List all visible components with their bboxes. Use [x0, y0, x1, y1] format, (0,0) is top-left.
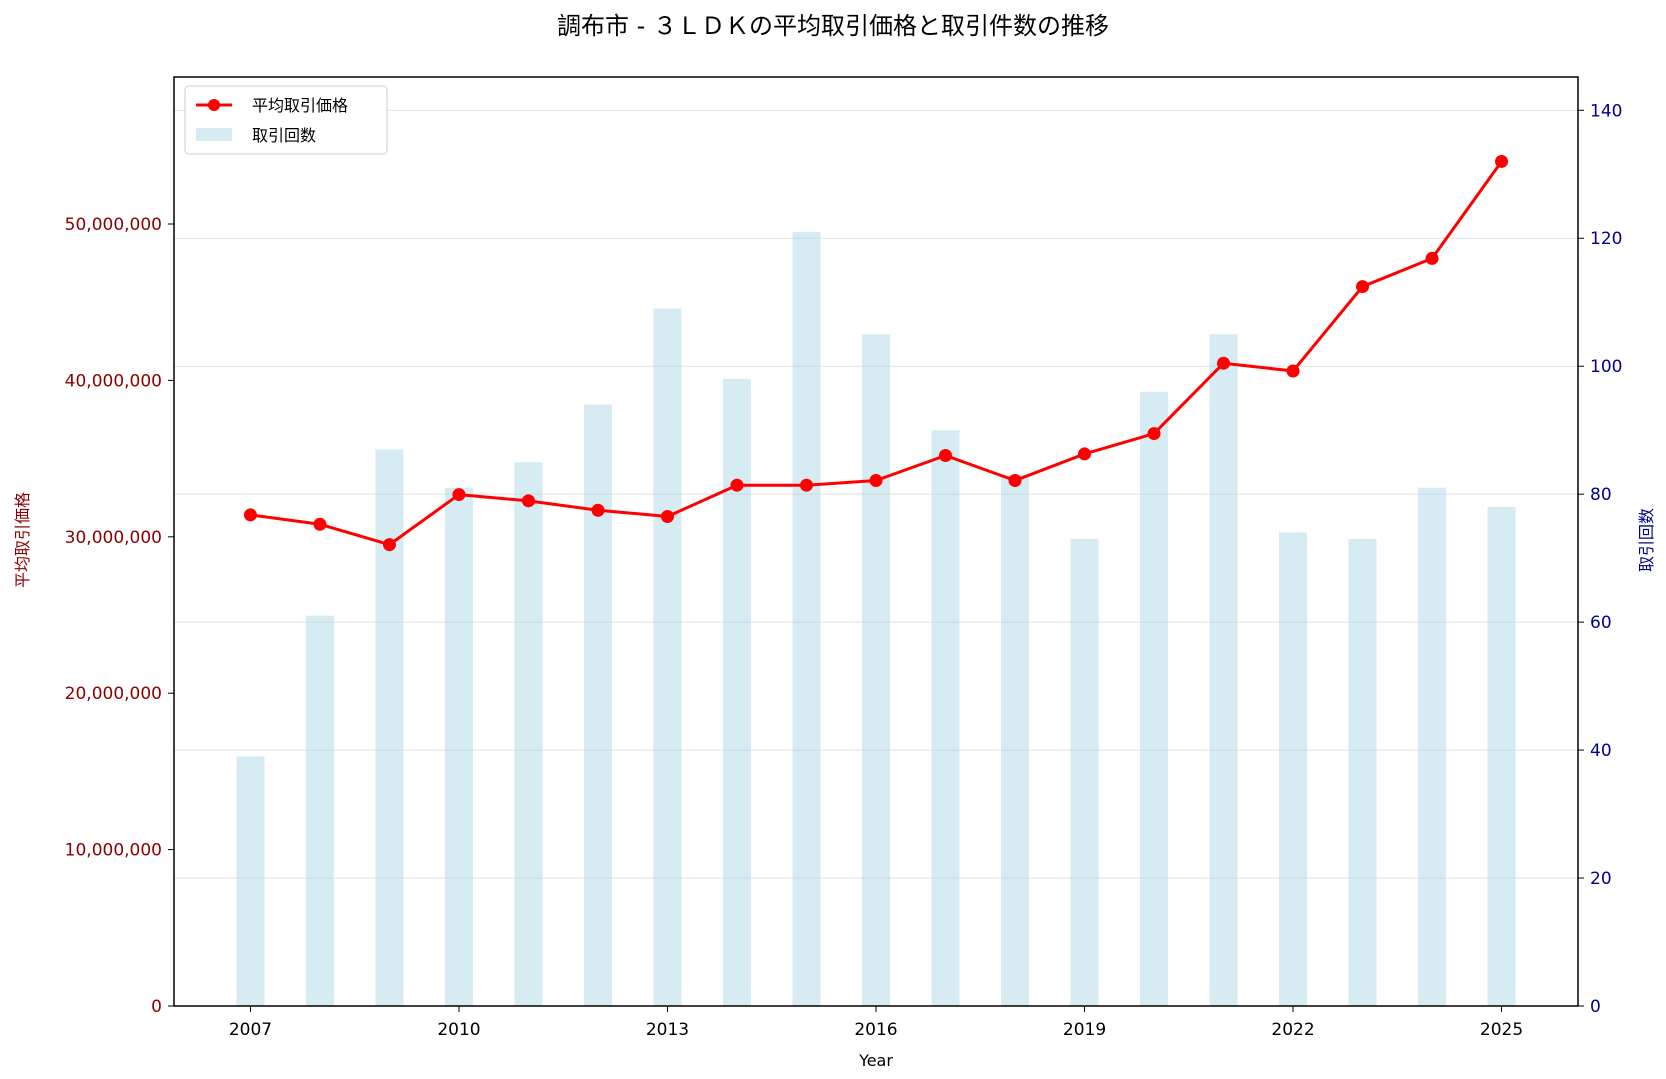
x-tick-label-3: 2016 — [854, 1020, 897, 1040]
bar-2023 — [1348, 538, 1377, 1006]
price-point-2016 — [869, 474, 883, 488]
bar-2025 — [1487, 506, 1516, 1006]
y-right-tick-label-4: 80 — [1590, 485, 1612, 505]
price-point-2014 — [730, 478, 744, 492]
price-point-2019 — [1078, 447, 1092, 461]
legend-label-bar: 取引回数 — [252, 126, 316, 145]
x-tick-label-6: 2025 — [1480, 1020, 1523, 1040]
price-point-2010 — [452, 488, 466, 502]
price-point-2012 — [591, 503, 605, 517]
line-layer — [243, 154, 1509, 552]
price-point-2011 — [521, 494, 535, 508]
legend-label-line: 平均取引価格 — [252, 96, 348, 115]
x-tick-label-5: 2022 — [1271, 1020, 1314, 1040]
y-right-tick-label-0: 0 — [1590, 997, 1601, 1017]
x-axis-label: Year — [858, 1051, 893, 1070]
y-left-tick-label-4: 40,000,000 — [65, 371, 162, 391]
bar-2012 — [583, 404, 612, 1006]
y-left-tick-label-2: 20,000,000 — [65, 684, 162, 704]
price-point-2021 — [1217, 356, 1231, 370]
axes-layer: 0 10,000,000 20,000,000 30,000,000 40,000,00… — [65, 76, 1622, 1040]
y-left-tick-label-1: 10,000,000 — [65, 841, 162, 861]
x-tick-label-1: 2010 — [437, 1020, 480, 1040]
price-point-2020 — [1147, 427, 1161, 441]
y-right-tick-label-1: 20 — [1590, 869, 1612, 889]
bar-2009 — [375, 449, 404, 1006]
y-left-tick-label-3: 30,000,000 — [65, 528, 162, 548]
bar-2014 — [722, 378, 751, 1006]
y-right-tick-label-7: 140 — [1590, 101, 1622, 121]
legend-box — [184, 85, 388, 155]
price-point-2015 — [799, 478, 813, 492]
bar-2019 — [1070, 538, 1099, 1006]
y-right-tick-label-2: 40 — [1590, 741, 1612, 761]
bar-2015 — [792, 231, 821, 1007]
price-point-2009 — [382, 538, 396, 552]
bar-2021 — [1209, 334, 1238, 1006]
price-point-2025 — [1495, 154, 1509, 168]
bar-2008 — [305, 615, 334, 1006]
chart-title: 調布市 - ３ＬＤＫの平均取引価格と取引件数の推移 — [557, 12, 1109, 40]
bar-2010 — [444, 487, 473, 1006]
bar-2011 — [514, 462, 543, 1006]
price-point-2024 — [1425, 251, 1439, 265]
price-point-2008 — [313, 517, 327, 531]
bar-2013 — [653, 308, 682, 1006]
y-right-tick-label-6: 120 — [1590, 229, 1622, 249]
bar-2020 — [1140, 391, 1169, 1006]
legend-line-marker — [208, 99, 220, 111]
y-left-tick-label-5: 50,000,000 — [65, 215, 162, 235]
price-point-2023 — [1356, 280, 1370, 294]
price-point-2018 — [1008, 474, 1022, 488]
price-point-2022 — [1286, 364, 1300, 378]
y-left-tick-label-0: 0 — [151, 997, 162, 1017]
bar-2016 — [862, 334, 890, 1006]
price-point-2013 — [660, 509, 674, 523]
y-right-tick-label-3: 60 — [1590, 613, 1612, 633]
y-left-axis-label: 平均取引価格 — [13, 492, 32, 588]
bars-layer — [236, 231, 1516, 1007]
y-right-tick-label-5: 100 — [1590, 357, 1622, 377]
y-right-axis-label: 取引回数 — [1637, 508, 1656, 572]
legend: 平均取引価格 取引回数 — [184, 85, 388, 155]
x-tick-label-0: 2007 — [229, 1020, 272, 1040]
price-point-2007 — [243, 508, 257, 522]
bar-2024 — [1418, 487, 1447, 1006]
bar-2018 — [1001, 474, 1030, 1006]
x-tick-label-2: 2013 — [646, 1020, 689, 1040]
bar-2022 — [1279, 532, 1308, 1006]
bar-2007 — [236, 756, 265, 1006]
x-tick-label-4: 2019 — [1063, 1020, 1106, 1040]
bar-2017 — [931, 430, 960, 1006]
legend-bar-swatch — [196, 128, 232, 141]
price-point-2017 — [939, 448, 953, 462]
